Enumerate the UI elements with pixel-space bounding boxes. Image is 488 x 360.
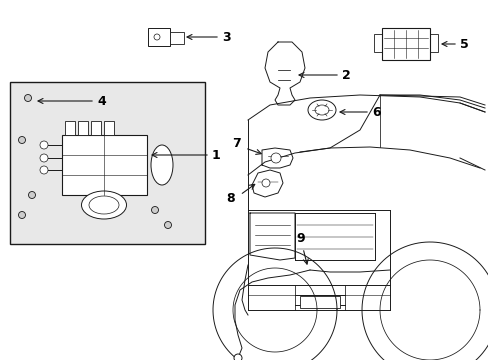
Circle shape	[40, 166, 48, 174]
Text: 1: 1	[212, 149, 220, 162]
Circle shape	[40, 141, 48, 149]
Ellipse shape	[314, 105, 328, 115]
Bar	[373, 34, 381, 52]
Bar	[381, 28, 429, 60]
Bar	[78, 121, 88, 135]
Ellipse shape	[151, 145, 173, 185]
Ellipse shape	[89, 196, 119, 214]
Bar	[10, 82, 204, 244]
Bar	[429, 34, 437, 52]
Bar	[148, 28, 170, 46]
Circle shape	[19, 212, 25, 219]
Bar	[104, 121, 114, 135]
Circle shape	[154, 34, 160, 40]
Bar	[170, 32, 183, 44]
Bar	[65, 121, 75, 135]
Text: 4: 4	[97, 95, 105, 108]
Text: 7: 7	[231, 136, 240, 149]
Text: 6: 6	[371, 105, 380, 118]
Ellipse shape	[81, 191, 126, 219]
Circle shape	[40, 154, 48, 162]
Text: 2: 2	[341, 68, 350, 81]
Circle shape	[24, 94, 31, 102]
Text: 9: 9	[295, 231, 304, 244]
Circle shape	[164, 221, 171, 229]
Circle shape	[270, 153, 281, 163]
Circle shape	[151, 207, 158, 213]
Circle shape	[262, 179, 269, 187]
Circle shape	[19, 136, 25, 144]
Circle shape	[28, 192, 36, 198]
Text: 8: 8	[225, 192, 234, 204]
Text: 3: 3	[222, 31, 230, 44]
Bar	[62, 135, 147, 195]
Circle shape	[234, 354, 242, 360]
Bar	[299, 296, 339, 308]
Text: 5: 5	[459, 37, 468, 50]
Ellipse shape	[307, 100, 335, 120]
Bar	[91, 121, 101, 135]
